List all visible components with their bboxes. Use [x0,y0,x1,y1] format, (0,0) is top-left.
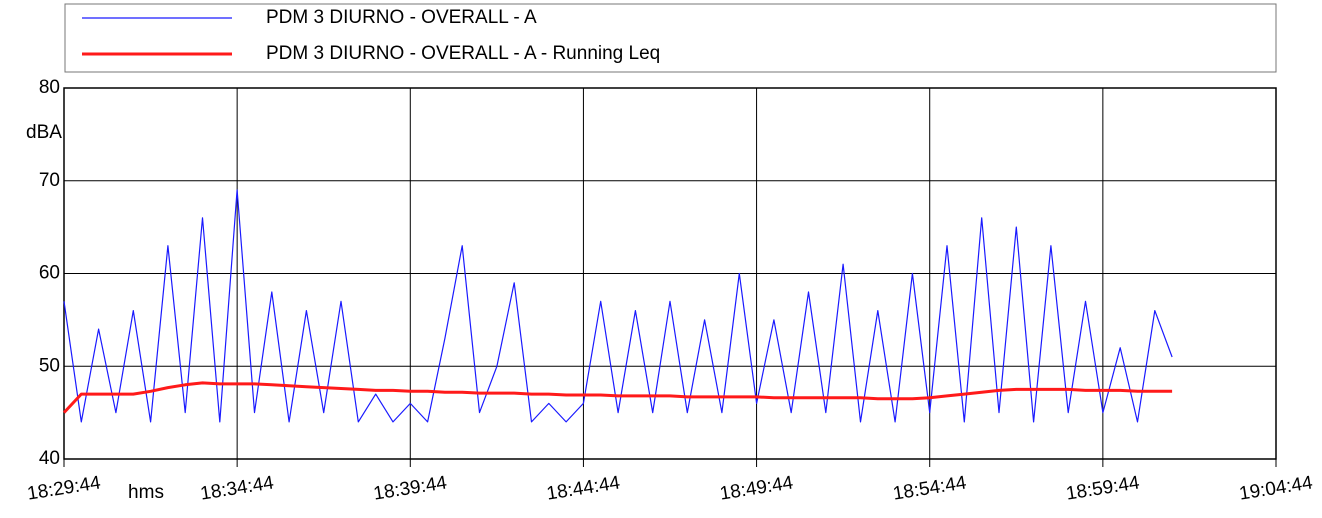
legend-label: PDM 3 DIURNO - OVERALL - A [266,7,537,28]
x-tick-label: 18:39:44 [372,472,449,504]
y-tick-label: 50 [39,355,60,376]
x-tick-label: 18:34:44 [199,472,276,504]
y-axis-label: dBA [26,122,62,143]
x-tick-label: 18:54:44 [891,472,968,504]
legend-label: PDM 3 DIURNO - OVERALL - A - Running Leq [266,43,660,64]
y-tick-label: 80 [39,77,60,98]
x-tick-label: 19:04:44 [1238,472,1315,504]
y-tick-label: 60 [39,263,60,284]
x-tick-label: 18:29:44 [26,472,103,504]
series-line [63,189,1173,423]
y-tick-label: 70 [39,170,60,191]
x-tick-label: 18:59:44 [1065,472,1142,504]
x-tick-label: 18:44:44 [545,472,622,504]
legend-box [64,3,1277,73]
y-tick-label: 40 [39,448,60,469]
series-line [62,381,1173,414]
x-axis-label: hms [128,482,164,503]
x-tick-label: 18:49:44 [718,472,795,504]
